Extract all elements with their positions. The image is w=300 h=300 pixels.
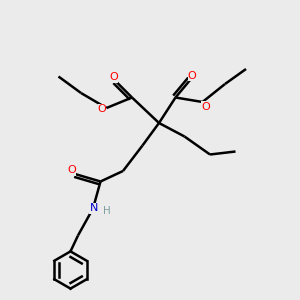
Text: O: O bbox=[188, 71, 196, 81]
Text: O: O bbox=[201, 101, 210, 112]
Text: O: O bbox=[98, 104, 106, 115]
Text: O: O bbox=[110, 72, 118, 82]
Text: O: O bbox=[68, 165, 76, 176]
Text: N: N bbox=[89, 203, 98, 214]
Text: H: H bbox=[103, 206, 110, 217]
